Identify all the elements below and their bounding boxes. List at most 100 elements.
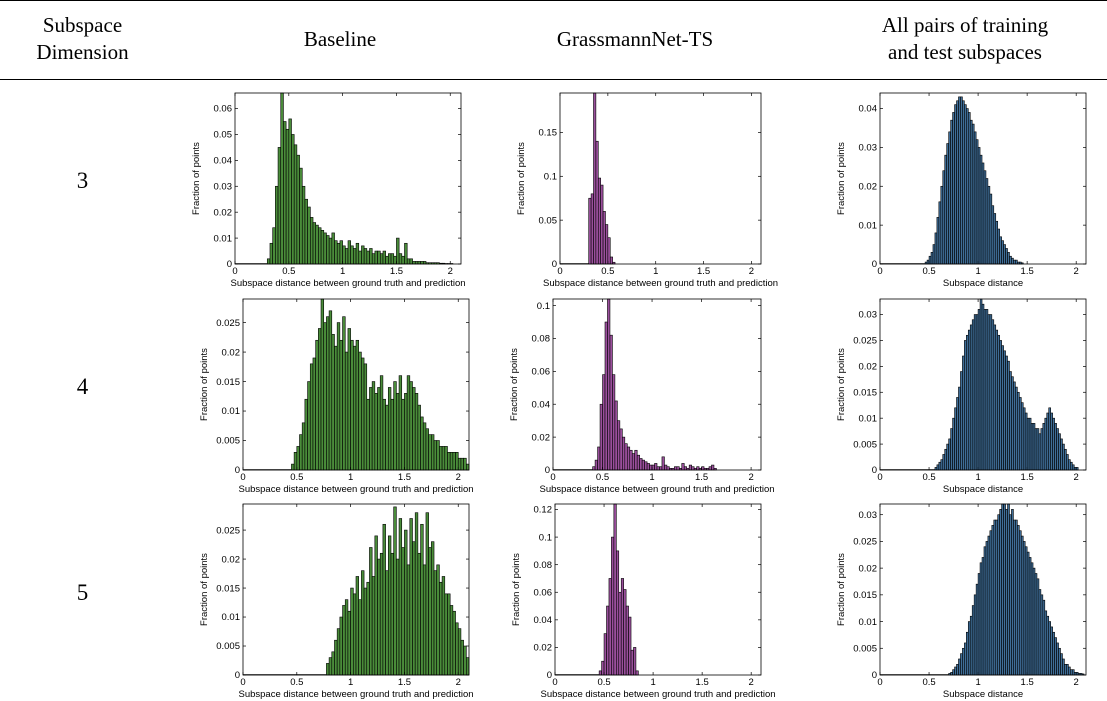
histogram-bar: [636, 454, 640, 471]
histogram-bar: [420, 416, 424, 471]
histogram-bar: [605, 224, 609, 265]
y-tick-label: 0.005: [853, 439, 877, 450]
histogram-bar: [674, 466, 678, 471]
histogram-bar: [396, 393, 400, 471]
x-tick-label: 1.5: [398, 677, 411, 688]
histogram-bar: [377, 558, 381, 676]
x-tick-label: 1.5: [696, 677, 709, 688]
histogram-bar: [363, 248, 368, 265]
histogram-bar: [406, 375, 411, 471]
histogram-bar: [711, 464, 715, 471]
y-tick-label: 0.005: [216, 641, 240, 652]
histogram-bar: [398, 253, 403, 265]
histogram-bar: [606, 605, 610, 676]
histogram-bar: [388, 253, 392, 265]
histogram-bar: [385, 570, 389, 676]
histogram-bar: [283, 121, 287, 265]
histogram-bar: [607, 298, 611, 471]
x-tick-label: 2: [749, 266, 754, 277]
histogram-bar: [599, 403, 603, 471]
histogram-bar: [708, 466, 712, 471]
header-baseline: Baseline: [303, 27, 377, 51]
histogram-bar: [369, 547, 373, 676]
histogram-bar: [604, 321, 608, 471]
histogram-bar: [291, 463, 295, 471]
histogram-bar: [269, 242, 273, 265]
histogram-bar: [664, 464, 668, 471]
axes-box: [879, 503, 1087, 676]
histogram-bar: [393, 506, 397, 676]
histogram-bar: [285, 128, 290, 265]
y-tick-label: 0.04: [214, 156, 233, 167]
histogram-bar: [318, 227, 322, 265]
histogram-bar: [272, 227, 276, 265]
histogram-bar: [628, 616, 632, 676]
x-tick-label: 0: [240, 472, 245, 483]
histogram-bar: [441, 576, 446, 676]
x-tick-label: 2: [1074, 677, 1079, 688]
y-tick-label: 0.01: [222, 406, 241, 417]
y-tick-label: 0.1: [539, 532, 552, 543]
histogram-bar: [379, 375, 384, 471]
histogram-bar: [361, 245, 365, 265]
x-tick-label: 0.5: [282, 266, 295, 277]
histogram-bar: [659, 466, 663, 471]
x-tick-label: 1.5: [390, 266, 403, 277]
histogram-bar: [616, 550, 620, 676]
y-tick-label: 0.02: [859, 181, 878, 192]
histogram-bar: [390, 253, 395, 265]
x-tick-label: 1: [975, 677, 980, 688]
header-rule: [0, 79, 1107, 80]
x-tick-label: 1: [653, 266, 658, 277]
x-axis-label: Subspace distance between ground truth a…: [539, 484, 774, 495]
histogram-bar: [466, 657, 470, 676]
histogram-bar: [331, 232, 335, 265]
histogram-bar: [600, 184, 604, 265]
y-axis-label: Fraction of points: [191, 142, 202, 215]
y-tick-label: 0.02: [859, 362, 878, 373]
x-tick-label: 0.5: [290, 472, 303, 483]
histogram-bar: [439, 446, 443, 471]
x-tick-label: 0: [877, 472, 882, 483]
histogram-bar: [288, 118, 292, 265]
histogram-bar: [681, 463, 685, 471]
histogram-baseline-dim5: 0 0.5 1 1.5 200.0050.010.0150.020.025Subspac…: [199, 503, 474, 700]
histogram-bar: [598, 670, 602, 676]
y-tick-label: 0: [872, 465, 877, 476]
x-tick-label: 1.5: [1021, 266, 1034, 277]
y-axis-label: Fraction of points: [199, 553, 210, 626]
histogram-bar: [374, 393, 378, 471]
y-tick-label: 0.015: [853, 590, 877, 601]
histogram-bar: [452, 452, 456, 471]
histogram-bar: [371, 253, 376, 265]
histogram-bar: [444, 446, 448, 471]
histogram-bar: [277, 147, 282, 265]
histogram-bar: [350, 245, 354, 265]
histogram-bar: [626, 446, 631, 471]
histogram-bar: [315, 224, 319, 265]
y-tick-label: 0.04: [532, 399, 551, 410]
header-grassmann: GrassmannNet-TS: [556, 27, 714, 51]
histogram-bar: [328, 657, 333, 676]
histogram-bar: [404, 529, 408, 676]
x-axis-label: Subspace distance between ground truth a…: [230, 278, 465, 289]
histogram-bar: [593, 92, 597, 265]
histogram-bar: [393, 381, 397, 471]
histogram-bar: [326, 235, 330, 265]
histogram-bar: [649, 464, 653, 471]
histogram-bar: [597, 446, 601, 471]
histogram-bar: [618, 591, 622, 676]
histogram-bar: [393, 255, 397, 265]
histogram-bar: [455, 452, 459, 471]
row-label-dim3: 3: [76, 168, 89, 193]
histogram-bar: [466, 463, 470, 471]
histogram-bar: [366, 250, 370, 265]
y-axis-label: Fraction of points: [836, 553, 847, 626]
y-tick-label: 0.15: [539, 128, 558, 139]
histogram-bar: [436, 440, 440, 471]
histogram-bar: [309, 363, 314, 471]
x-tick-label: 1.5: [695, 472, 708, 483]
histogram-allpairs-dim5: 0 0.5 1 1.5 200.0050.010.0150.020.0250.03Sub…: [836, 503, 1087, 700]
histogram-bar: [431, 541, 435, 676]
histogram-bar: [355, 576, 359, 676]
